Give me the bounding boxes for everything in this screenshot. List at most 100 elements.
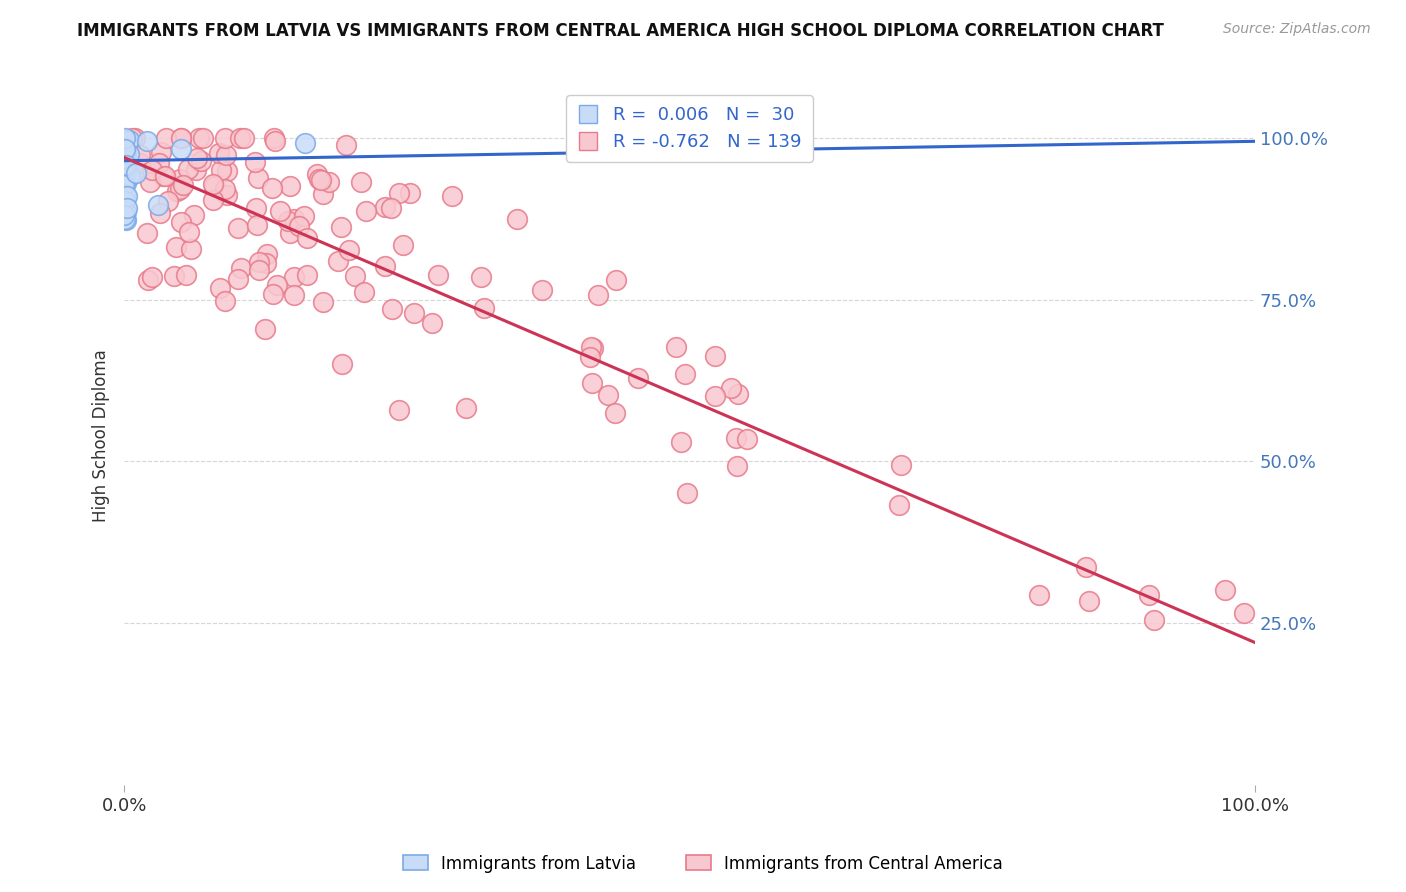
Point bbox=[165, 240, 187, 254]
Point bbox=[312, 187, 335, 202]
Point bbox=[150, 145, 173, 159]
Point bbox=[388, 186, 411, 200]
Point bbox=[180, 242, 202, 256]
Point bbox=[114, 168, 136, 182]
Point bbox=[141, 163, 163, 178]
Point bbox=[454, 401, 477, 415]
Point bbox=[262, 286, 284, 301]
Point bbox=[166, 184, 188, 198]
Point bbox=[269, 204, 291, 219]
Point bbox=[335, 137, 357, 152]
Point bbox=[399, 186, 422, 201]
Point bbox=[247, 263, 270, 277]
Point bbox=[183, 208, 205, 222]
Point bbox=[170, 131, 193, 145]
Point bbox=[283, 288, 305, 302]
Point bbox=[112, 208, 135, 222]
Point bbox=[704, 389, 727, 403]
Point bbox=[124, 131, 146, 145]
Point bbox=[229, 131, 252, 145]
Point bbox=[246, 218, 269, 232]
Point bbox=[208, 146, 231, 161]
Point bbox=[114, 164, 136, 178]
Point bbox=[117, 146, 139, 161]
Point bbox=[283, 211, 305, 226]
Point bbox=[328, 254, 350, 268]
Point bbox=[214, 294, 236, 309]
Point bbox=[112, 178, 135, 192]
Point bbox=[214, 131, 236, 145]
Point bbox=[295, 268, 318, 282]
Point bbox=[309, 173, 332, 187]
Point bbox=[1137, 588, 1160, 602]
Point bbox=[231, 260, 253, 275]
Point bbox=[177, 161, 200, 176]
Point bbox=[598, 387, 620, 401]
Point bbox=[114, 142, 136, 156]
Point bbox=[292, 210, 315, 224]
Point bbox=[305, 167, 328, 181]
Point bbox=[343, 268, 366, 283]
Point bbox=[627, 371, 650, 385]
Point bbox=[350, 175, 373, 189]
Point bbox=[118, 133, 141, 147]
Point bbox=[114, 177, 136, 191]
Point bbox=[169, 172, 191, 186]
Point bbox=[156, 194, 179, 208]
Point bbox=[318, 176, 340, 190]
Point bbox=[605, 406, 627, 420]
Point bbox=[136, 227, 159, 241]
Point bbox=[202, 179, 225, 194]
Point bbox=[226, 272, 249, 286]
Point bbox=[114, 204, 136, 219]
Point bbox=[114, 212, 136, 227]
Point bbox=[191, 131, 214, 145]
Point bbox=[669, 434, 692, 449]
Point bbox=[152, 169, 174, 183]
Point bbox=[581, 376, 603, 391]
Point bbox=[188, 131, 211, 145]
Point bbox=[202, 177, 225, 191]
Point bbox=[727, 387, 749, 401]
Point bbox=[177, 225, 200, 239]
Point bbox=[115, 201, 138, 215]
Point bbox=[374, 200, 396, 214]
Point bbox=[605, 273, 627, 287]
Point bbox=[332, 357, 354, 371]
Point bbox=[337, 243, 360, 257]
Point bbox=[381, 301, 404, 316]
Point bbox=[531, 283, 554, 297]
Legend: Immigrants from Latvia, Immigrants from Central America: Immigrants from Latvia, Immigrants from … bbox=[396, 848, 1010, 880]
Point bbox=[720, 381, 742, 395]
Point bbox=[120, 159, 142, 173]
Point bbox=[380, 201, 402, 215]
Point bbox=[427, 268, 450, 282]
Point bbox=[1074, 560, 1097, 574]
Point bbox=[114, 131, 136, 145]
Point bbox=[283, 270, 305, 285]
Point bbox=[214, 182, 236, 196]
Point bbox=[186, 162, 208, 177]
Point bbox=[308, 172, 330, 186]
Point bbox=[190, 153, 212, 168]
Point bbox=[1213, 583, 1236, 598]
Point bbox=[128, 156, 150, 170]
Point bbox=[149, 206, 172, 220]
Point bbox=[121, 131, 143, 145]
Point bbox=[288, 219, 311, 234]
Point bbox=[217, 164, 239, 178]
Point bbox=[114, 157, 136, 171]
Point bbox=[215, 147, 238, 161]
Point bbox=[675, 367, 697, 381]
Point bbox=[724, 431, 747, 445]
Text: Source: ZipAtlas.com: Source: ZipAtlas.com bbox=[1223, 22, 1371, 37]
Point bbox=[586, 287, 609, 301]
Y-axis label: High School Diploma: High School Diploma bbox=[93, 349, 110, 522]
Point bbox=[146, 198, 169, 212]
Point bbox=[388, 403, 411, 417]
Point bbox=[170, 142, 193, 156]
Point bbox=[374, 259, 396, 273]
Point bbox=[155, 169, 177, 183]
Point bbox=[114, 186, 136, 201]
Point bbox=[260, 180, 283, 194]
